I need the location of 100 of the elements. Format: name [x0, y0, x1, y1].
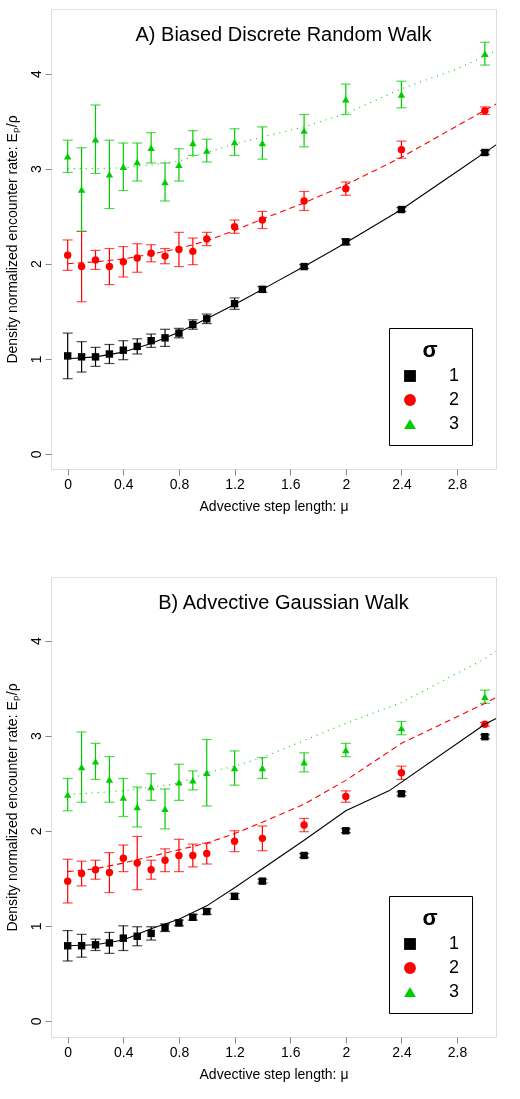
- legend-label: 1: [449, 365, 460, 385]
- text: B) Advective Gaussian Walk: [158, 591, 410, 613]
- x-tick-label: 2.8: [447, 475, 468, 492]
- point: [147, 866, 155, 874]
- legend-title: σ: [422, 337, 438, 362]
- point: [258, 764, 267, 772]
- y-tick-label: 3: [27, 165, 44, 174]
- point: [105, 171, 114, 178]
- point: [133, 859, 141, 867]
- point: [133, 803, 141, 811]
- point: [77, 262, 86, 271]
- text: A) Biased Discrete Random Walk: [135, 23, 433, 45]
- x-tick-label: 1.6: [280, 475, 301, 492]
- point: [91, 256, 100, 264]
- point: [397, 145, 406, 154]
- point: [230, 764, 239, 772]
- point: [119, 854, 128, 863]
- x-tick-label: 2: [342, 475, 351, 492]
- point: [77, 869, 86, 878]
- point: [91, 758, 100, 765]
- legend-title: σ: [422, 905, 438, 930]
- point: [189, 777, 197, 784]
- x-tick-label: 0.4: [114, 1043, 134, 1060]
- y-tick-label: 2: [27, 827, 44, 836]
- point: [300, 821, 308, 829]
- point: [175, 779, 183, 786]
- point: [397, 724, 406, 732]
- y-tick-label: 1: [27, 922, 44, 931]
- x-tick-label: 2.4: [392, 475, 412, 492]
- point: [77, 186, 86, 193]
- point: [258, 216, 267, 224]
- point: [161, 805, 169, 813]
- x-tick-label: 2.4: [392, 1043, 412, 1060]
- point: [63, 791, 72, 798]
- point: [342, 96, 350, 103]
- point: [105, 776, 114, 783]
- y-axis-title: Density normalized encounter rate: Eₚ/ρ: [3, 683, 21, 932]
- x-tick-label: 0: [64, 1043, 73, 1060]
- point: [230, 837, 239, 845]
- point: [161, 334, 169, 342]
- point: [63, 251, 72, 259]
- point: [105, 868, 114, 877]
- y-axis-title: Density normalized encounter rate: Eₚ/ρ: [3, 115, 21, 364]
- y-tick-label: 4: [27, 637, 44, 646]
- point: [481, 50, 489, 57]
- point: [147, 144, 155, 151]
- x-axis-title: Advective step length: μ: [199, 1065, 349, 1082]
- point: [119, 163, 128, 170]
- y-tick-label: 4: [27, 70, 44, 79]
- point: [203, 849, 211, 858]
- legend-label: 3: [449, 413, 460, 433]
- point: [161, 856, 169, 864]
- point: [397, 769, 406, 777]
- point: [105, 262, 114, 271]
- y-tick-label: 0: [27, 1017, 44, 1026]
- point: [189, 851, 197, 860]
- point: [91, 136, 100, 143]
- x-tick-label: 0.4: [114, 475, 134, 492]
- point: [119, 794, 128, 801]
- y-tick-label: 0: [27, 450, 44, 459]
- point: [203, 235, 211, 243]
- point: [63, 153, 72, 160]
- y-tick-label: 2: [27, 260, 44, 269]
- point: [203, 147, 211, 154]
- point: [189, 139, 197, 147]
- point: [258, 834, 267, 843]
- point: [203, 769, 211, 776]
- point: [77, 763, 86, 771]
- point: [63, 877, 72, 885]
- point: [258, 139, 267, 147]
- x-tick-label: 2: [342, 1043, 351, 1060]
- x-tick-label: 1.2: [225, 1043, 245, 1060]
- x-tick-label: 2.8: [447, 1043, 468, 1060]
- point: [161, 178, 169, 186]
- point: [175, 161, 183, 169]
- point: [342, 746, 350, 754]
- point: [133, 158, 141, 166]
- point: [397, 91, 406, 98]
- legend-label: 2: [449, 957, 460, 977]
- legend-label: 2: [449, 389, 460, 409]
- point: [175, 851, 183, 860]
- y-tick-label: 3: [27, 732, 44, 741]
- x-axis-title: Advective step length: μ: [199, 497, 349, 514]
- y-tick-label: 1: [27, 355, 44, 364]
- point: [189, 247, 197, 256]
- point: [230, 138, 239, 146]
- point: [300, 197, 308, 205]
- point: [133, 254, 141, 262]
- point: [300, 127, 308, 134]
- x-tick-label: 0.8: [169, 1043, 190, 1060]
- legend-label: 3: [449, 981, 460, 1001]
- legend-label: 1: [449, 933, 460, 953]
- x-tick-label: 1.2: [225, 475, 245, 492]
- point: [63, 352, 72, 360]
- x-tick-label: 0.8: [169, 475, 190, 492]
- point: [300, 759, 308, 766]
- point: [91, 866, 100, 874]
- point: [481, 693, 489, 700]
- x-tick-label: 1.6: [280, 1043, 301, 1060]
- point: [161, 252, 169, 260]
